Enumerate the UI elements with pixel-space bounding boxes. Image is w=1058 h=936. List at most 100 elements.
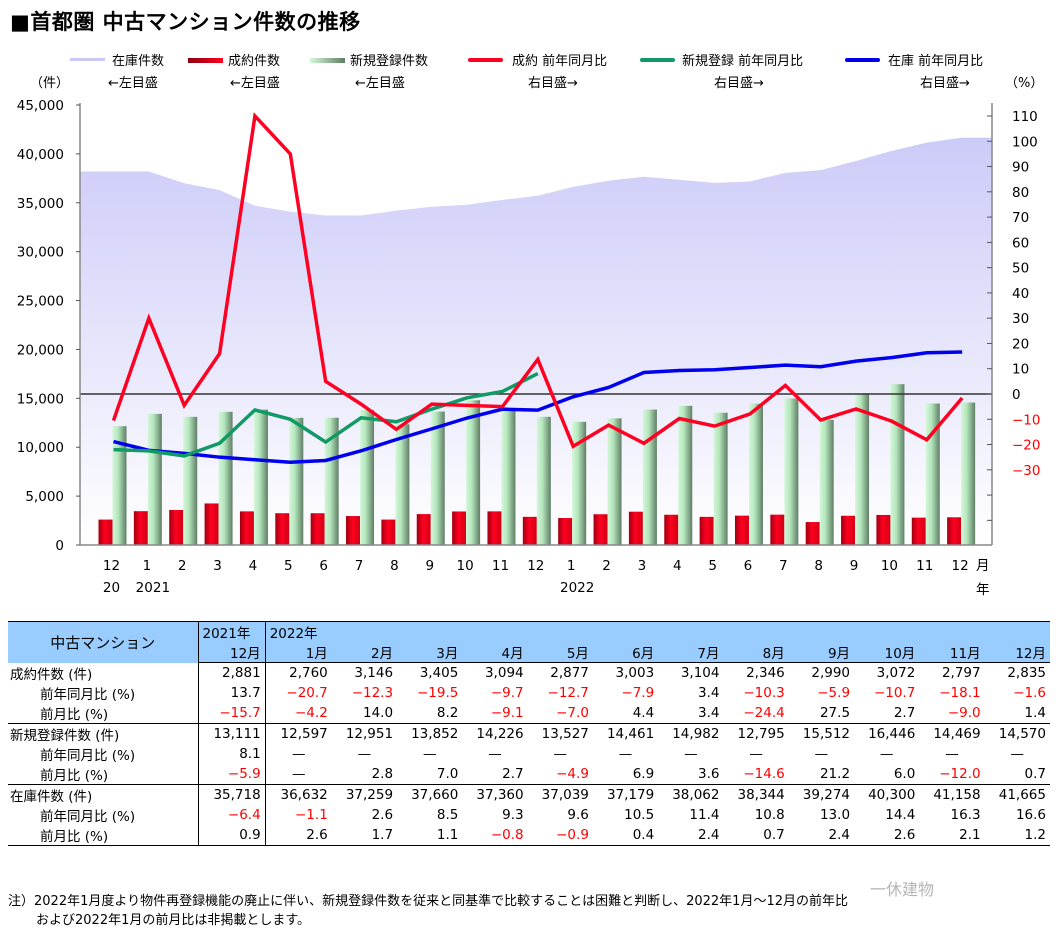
x-month-label: 9 xyxy=(425,558,434,574)
new-listing-bar xyxy=(324,417,339,545)
left-tick-label: 35,000 xyxy=(17,196,64,212)
table-cell: 9.6 xyxy=(567,806,589,823)
new-listing-bar xyxy=(890,384,905,545)
table-row: 前年同月比 (%) 13.7 −20.7 −12.3 −19.5 −9.7 −12.7 −7.… xyxy=(8,682,1050,703)
right-tick-label: 90 xyxy=(1012,160,1029,176)
row-label: 前月比 (%) xyxy=(8,702,199,723)
table-cell: −5.9 xyxy=(817,684,851,701)
chart-legend: 在庫件数 ←左目盛 成約件数 ←左目盛 新規登録件数 ←左目盛 成約 前年同月比 右目盛→ 新規… xyxy=(0,50,1058,94)
table-cell: 1.1 xyxy=(397,824,463,846)
sales-bar xyxy=(346,516,361,545)
new-listing-bar xyxy=(678,405,693,545)
new-listing-bar xyxy=(607,418,622,545)
table-cell: 1.2 xyxy=(984,824,1050,846)
sales-bar xyxy=(558,518,573,545)
table-row: 前月比 (%) 0.9 2.6 1.7 1.1 −0.8 −0.9 0.4 2.4 0.7 2.4 2… xyxy=(8,824,1050,846)
row-label: 前月比 (%) xyxy=(8,824,199,846)
table-cell: 3,405 xyxy=(419,664,459,681)
table-cell: 0.7 xyxy=(723,824,789,846)
sales-bar xyxy=(452,511,467,545)
right-tick-label: 40 xyxy=(1012,286,1029,302)
table-cell: — xyxy=(684,745,698,762)
table-cell: 2,835 xyxy=(1007,664,1046,681)
right-tick-label: 20 xyxy=(1012,336,1029,352)
sales-bar xyxy=(169,509,184,545)
inventory-area xyxy=(80,137,992,545)
table-cell: 36,632 xyxy=(265,783,332,805)
x-year-label: 20 xyxy=(103,580,120,596)
new-listing-bar xyxy=(289,417,304,545)
x-month-label: 7 xyxy=(355,558,364,574)
month-header: 1月 xyxy=(265,642,332,663)
new-listing-bar xyxy=(430,411,445,545)
new-listing-bar xyxy=(395,424,410,545)
sales-bar xyxy=(876,514,891,545)
sales-bar xyxy=(841,515,856,545)
table-cell: −19.5 xyxy=(416,684,459,701)
legend-swatch-icon xyxy=(310,58,345,63)
table-cell: −4.2 xyxy=(295,704,328,721)
table-cell: 2,346 xyxy=(746,664,785,681)
x-month-label: 3 xyxy=(638,558,647,574)
x-year-label: 2021 xyxy=(136,580,170,596)
legend-axis-hint: 右目盛→ xyxy=(528,76,578,91)
table-cell: 37,039 xyxy=(527,783,593,805)
new-listing-bar xyxy=(713,412,728,545)
sales-bar xyxy=(487,511,502,545)
x-month-label: 6 xyxy=(319,558,328,574)
month-header: 2月 xyxy=(331,642,398,663)
table-cell: 1.4 xyxy=(1024,704,1046,721)
table-cell: 8.1 xyxy=(198,743,266,764)
combo-chart: 45,00040,00035,00030,00025,00020,00015,0… xyxy=(17,98,1041,598)
legend-swatch-icon xyxy=(188,58,223,63)
footnote: 注）2022年1月度より物件再登録機能の廃止に伴い、新規登録件数を従来と同基準で… xyxy=(8,892,848,930)
table-cell: 41,665 xyxy=(984,783,1050,805)
table-cell: −9.1 xyxy=(490,704,524,721)
legend-swatch-icon xyxy=(70,58,105,61)
table-cell: 14,226 xyxy=(462,722,528,744)
sales-bar xyxy=(204,503,219,545)
table-cell: 2,877 xyxy=(550,664,589,681)
legend-label: 新規登録件数 xyxy=(350,54,429,69)
sales-bar xyxy=(310,513,325,545)
new-listing-bar xyxy=(501,409,516,545)
sales-bar xyxy=(734,515,749,545)
table-cell: 0.9 xyxy=(198,824,266,846)
table-cell: 16.6 xyxy=(1015,806,1046,823)
x-month-label: 2 xyxy=(602,558,611,574)
new-listing-bar xyxy=(572,421,587,545)
legend-swatch-icon xyxy=(468,58,503,62)
table-cell: −20.7 xyxy=(286,684,328,701)
sales-bar xyxy=(133,511,148,545)
table-cell: 14.0 xyxy=(363,704,394,721)
table-cell: 3.4 xyxy=(697,684,720,701)
right-tick-label: 60 xyxy=(1012,235,1029,251)
table-cell: 2,990 xyxy=(811,664,851,681)
table-row: 在庫件数 (件) 35,718 36,632 37,259 37,660 37,360 37… xyxy=(8,783,1050,805)
row-label: 前年同月比 (%) xyxy=(8,804,199,825)
table-cell: 2.7 xyxy=(893,704,916,721)
footnote-line-1: 注）2022年1月度より物件再登録機能の廃止に伴い、新規登録件数を従来と同基準で… xyxy=(8,894,848,909)
table-cell: 2.1 xyxy=(919,824,985,846)
x-month-label: 12 xyxy=(527,558,544,574)
new-listing-bar xyxy=(112,426,127,545)
table-cell: 3,104 xyxy=(680,664,720,681)
month-header: 7月 xyxy=(658,642,724,663)
table-cell: −10.3 xyxy=(743,684,785,701)
sales-bar xyxy=(381,519,396,545)
legend-axis-hint: ←左目盛 xyxy=(230,76,280,91)
watermark: 一休建物 xyxy=(870,880,935,899)
month-header: 8月 xyxy=(723,642,789,663)
x-month-label: 12 xyxy=(952,558,969,574)
table-row: 新規登録件数 (件) 13,111 12,597 12,951 13,852 14,226… xyxy=(8,722,1050,744)
table-cell: 2.6 xyxy=(854,824,920,846)
x-month-suffix: 月 xyxy=(976,558,990,574)
table-cell: 37,179 xyxy=(592,783,659,805)
sales-bar xyxy=(699,516,714,545)
table-cell: 2.4 xyxy=(658,824,724,846)
table-cell: 40,300 xyxy=(854,783,920,805)
right-tick-label: 30 xyxy=(1012,311,1029,327)
year-header-2022: 2022年 xyxy=(265,621,332,642)
table-cell: −12.0 xyxy=(939,765,981,782)
right-tick-label: 50 xyxy=(1012,261,1029,277)
